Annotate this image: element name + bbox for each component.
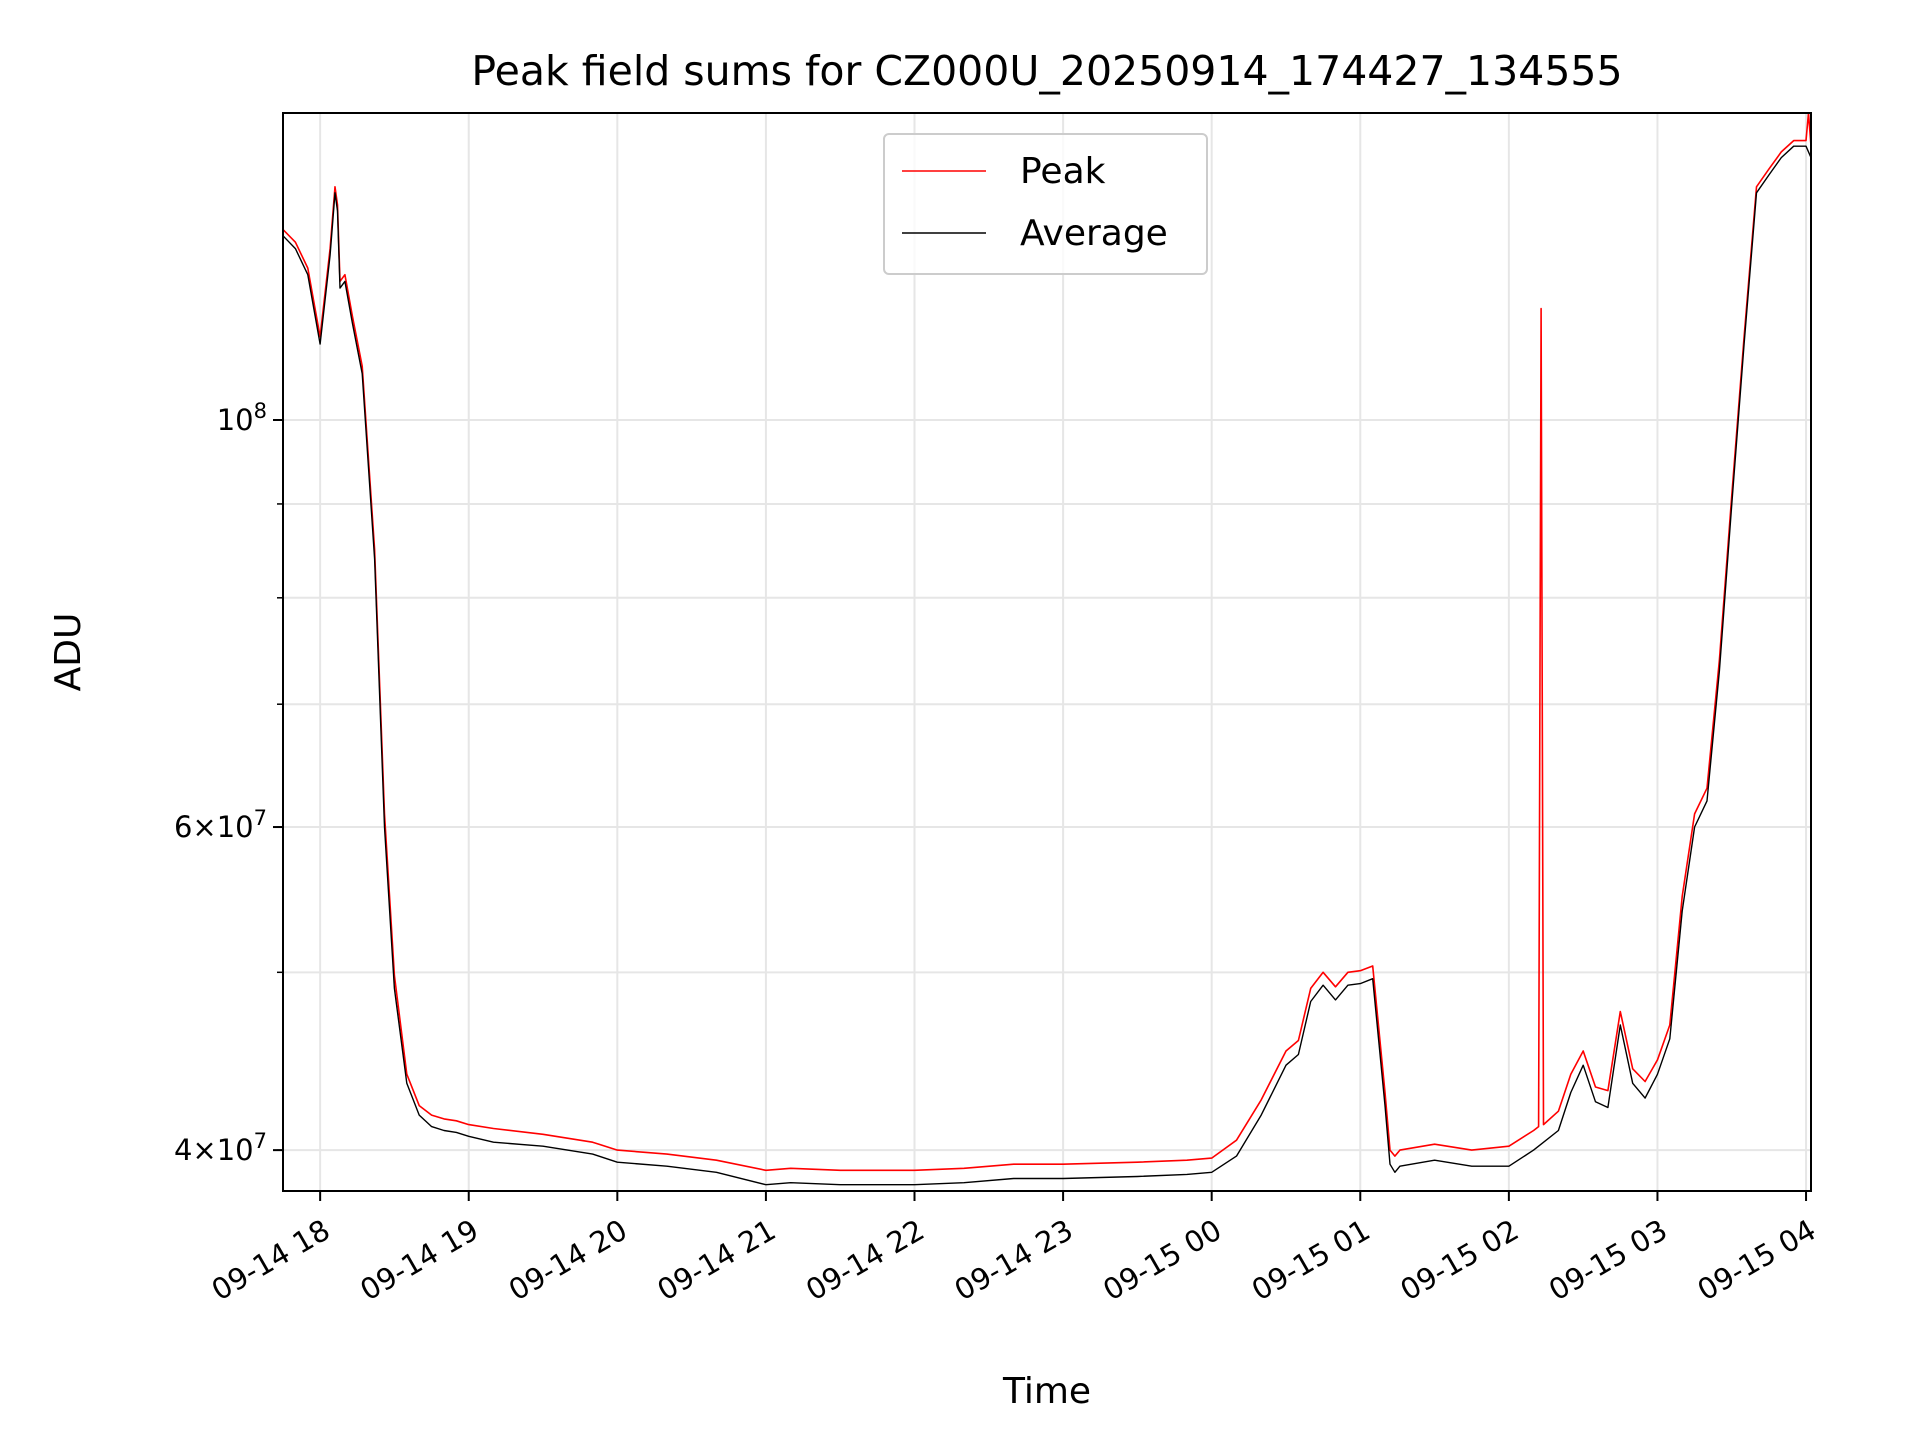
y-axis-title: ADU [48,613,89,692]
y-tick-label: 6×107 [174,806,267,844]
series-line-average [283,145,1811,1186]
legend-peak-label: Peak [1020,151,1106,192]
legend: Peak Average [883,133,1208,275]
legend-box [883,133,1208,275]
chart-title: Peak field sums for CZ000U_20250914_1744… [471,47,1622,95]
grid [283,113,1811,1191]
series-layer [283,113,1811,1186]
plot-frame [282,112,1812,1192]
legend-average-label: Average [1020,213,1168,254]
y-tick-label: 4×107 [174,1129,267,1167]
series-line-peak [283,113,1811,1172]
x-axis-title: Time [1002,1371,1091,1412]
